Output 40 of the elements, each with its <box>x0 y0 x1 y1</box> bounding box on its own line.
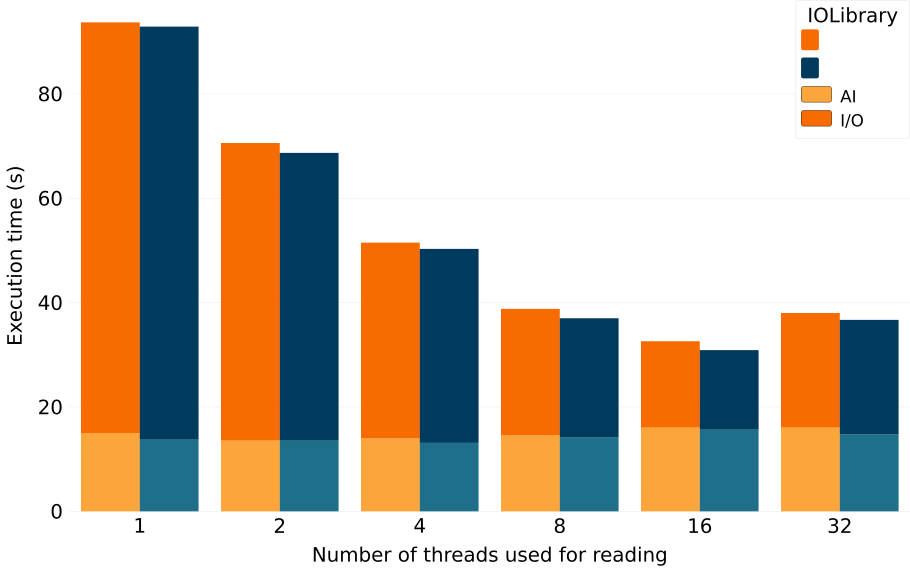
bar <box>220 440 280 512</box>
bar <box>140 439 199 512</box>
y-tick-label: 20 <box>39 399 62 414</box>
legend-label: AI <box>840 90 855 102</box>
y-axis-title: Execution time (s) <box>6 166 24 344</box>
bar <box>700 429 759 512</box>
bar <box>780 427 840 512</box>
bar <box>780 312 840 428</box>
bar <box>560 318 619 438</box>
bar <box>420 248 479 442</box>
y-tick-label: 80 <box>39 86 62 102</box>
x-axis-title: Number of threads used for reading <box>314 546 666 566</box>
bar <box>840 320 899 434</box>
x-tick-label: 2 <box>274 518 284 533</box>
x-tick-label: 4 <box>414 518 425 532</box>
y-tick-label: 0 <box>52 504 62 519</box>
bar <box>500 434 560 512</box>
bar <box>80 432 140 512</box>
legend-title: IOLibrary <box>809 6 898 26</box>
bar <box>700 350 759 430</box>
bar <box>280 440 339 512</box>
y-tick-label: 60 <box>39 190 62 206</box>
bar <box>140 26 199 440</box>
x-tick-label: 16 <box>689 518 712 533</box>
bar <box>640 427 700 512</box>
x-tick-label: 8 <box>554 518 565 533</box>
bar <box>360 438 420 512</box>
bar <box>280 152 339 440</box>
bar <box>840 434 899 512</box>
bar <box>80 22 140 433</box>
bar <box>640 341 700 428</box>
x-tick-label: 1 <box>136 518 144 532</box>
bar <box>500 308 560 435</box>
bar <box>220 142 280 440</box>
bar <box>360 242 420 438</box>
legend-label: I/O <box>842 114 863 128</box>
bar <box>420 442 479 512</box>
bar <box>560 437 619 512</box>
x-tick-label: 32 <box>828 518 850 533</box>
y-tick-label: 40 <box>38 294 62 310</box>
